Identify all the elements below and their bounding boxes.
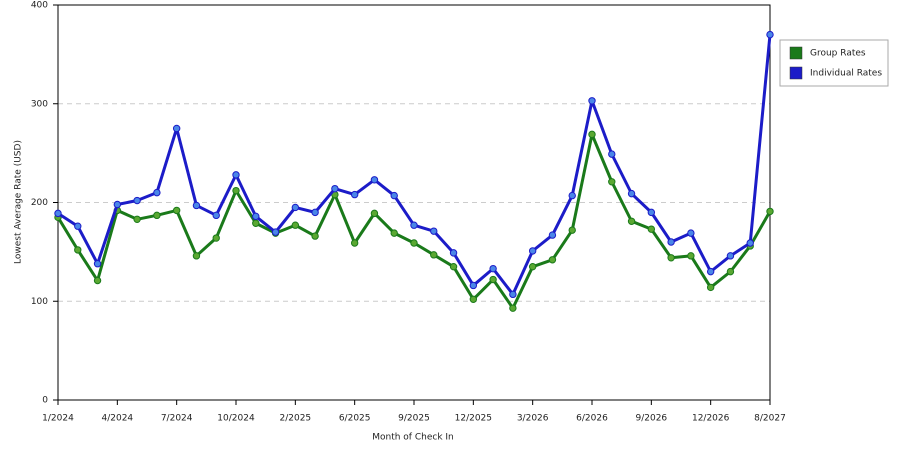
x-tick-label: 8/2027: [754, 414, 786, 424]
data-point: [608, 150, 616, 158]
data-point: [113, 200, 122, 209]
data-point: [252, 212, 260, 221]
data-point: [390, 229, 398, 237]
data-point: [212, 234, 220, 242]
data-point: [548, 231, 557, 239]
data-point: [509, 290, 517, 299]
data-point: [588, 130, 596, 139]
data-point: [212, 211, 220, 220]
y-tick-label: 200: [31, 198, 48, 208]
data-point: [370, 209, 379, 218]
data-point: [232, 186, 240, 195]
data-point: [192, 201, 201, 210]
y-axis-label: Lowest Average Rate (USD): [14, 140, 24, 264]
data-point: [509, 304, 517, 312]
legend-label: Individual Rates: [810, 69, 882, 79]
y-tick-label: 0: [42, 396, 48, 406]
data-point: [568, 226, 576, 234]
data-point: [133, 196, 141, 205]
x-tick-label: 12/2026: [692, 414, 730, 424]
y-tick-label: 300: [31, 99, 48, 109]
data-point: [568, 191, 576, 200]
data-point: [291, 221, 300, 229]
data-point: [172, 206, 181, 215]
data-point: [726, 267, 735, 276]
data-point: [370, 176, 379, 184]
series-line: [57, 34, 772, 296]
data-point: [528, 247, 537, 255]
data-point: [766, 207, 774, 216]
x-tick-label: 12/2025: [455, 414, 492, 424]
data-point: [489, 275, 497, 284]
data-point: [726, 252, 735, 260]
x-tick-label: 2/2025: [279, 414, 311, 424]
data-point: [667, 238, 675, 246]
data-point: [687, 229, 695, 237]
data-point: [93, 260, 102, 268]
data-point: [410, 221, 418, 229]
data-point: [588, 97, 596, 105]
data-point: [489, 264, 497, 273]
data-point: [311, 208, 319, 217]
data-point: [54, 209, 62, 218]
x-tick-label: 9/2026: [635, 414, 667, 424]
data-point: [469, 281, 478, 290]
data-point: [469, 295, 478, 303]
data-point: [133, 215, 141, 223]
data-point: [390, 191, 398, 200]
legend-swatch: [789, 46, 803, 60]
data-point: [430, 251, 438, 259]
x-tick-label: 7/2024: [161, 414, 193, 424]
x-tick-label: 10/2024: [217, 414, 255, 424]
data-point: [74, 246, 82, 254]
data-point: [528, 262, 537, 271]
data-point: [74, 222, 82, 230]
data-point: [627, 189, 636, 198]
data-point: [746, 239, 754, 247]
data-point: [410, 239, 418, 247]
data-point: [667, 254, 675, 262]
data-point: [252, 219, 260, 227]
data-point: [430, 227, 438, 235]
data-point: [706, 283, 715, 292]
data-point: [687, 252, 695, 260]
x-axis-label: Month of Check In: [372, 433, 454, 443]
data-point: [766, 30, 774, 39]
data-point: [93, 276, 102, 285]
data-point: [232, 171, 240, 179]
y-tick-label: 400: [31, 1, 48, 11]
data-point: [153, 188, 161, 197]
data-point: [548, 256, 557, 264]
data-point: [449, 249, 458, 257]
data-point: [647, 208, 656, 217]
data-point: [192, 252, 201, 260]
data-point: [350, 239, 359, 247]
series-line: [56, 132, 772, 310]
data-point: [706, 267, 715, 276]
x-tick-label: 6/2025: [339, 414, 371, 424]
data-point: [291, 203, 300, 212]
x-tick-label: 9/2025: [398, 414, 430, 424]
data-point: [153, 211, 161, 220]
data-point: [172, 124, 181, 133]
data-point: [449, 262, 458, 271]
x-tick-label: 1/2024: [42, 414, 74, 424]
data-point: [627, 217, 636, 225]
data-point: [608, 178, 616, 186]
legend-label: Group Rates: [810, 49, 866, 59]
x-tick-label: 4/2024: [101, 414, 133, 424]
y-tick-label: 100: [31, 297, 48, 307]
data-point: [350, 190, 359, 199]
legend-swatch: [789, 66, 803, 80]
data-point: [647, 225, 656, 233]
x-tick-label: 6/2026: [576, 414, 608, 424]
data-point: [311, 232, 319, 240]
data-point: [271, 228, 280, 236]
x-tick-label: 3/2026: [517, 414, 549, 424]
data-point: [331, 184, 339, 193]
